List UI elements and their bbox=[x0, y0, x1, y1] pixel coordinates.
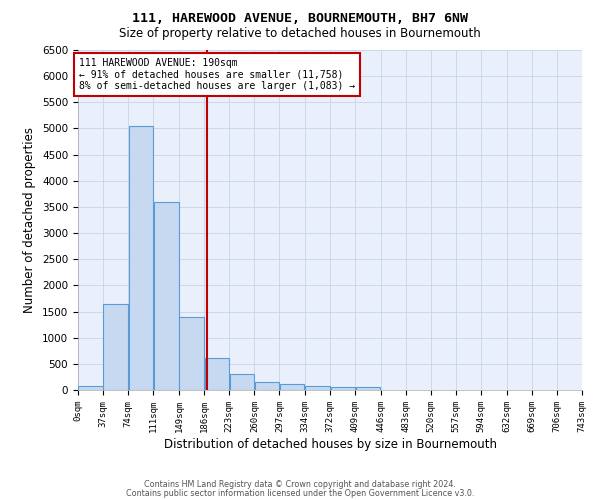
Bar bbox=[103, 304, 128, 390]
Bar bbox=[280, 384, 304, 390]
Bar bbox=[79, 386, 103, 390]
Bar bbox=[205, 358, 229, 390]
Bar bbox=[255, 382, 279, 390]
Bar bbox=[305, 386, 330, 390]
Text: Contains HM Land Registry data © Crown copyright and database right 2024.: Contains HM Land Registry data © Crown c… bbox=[144, 480, 456, 489]
Text: 111 HAREWOOD AVENUE: 190sqm
← 91% of detached houses are smaller (11,758)
8% of : 111 HAREWOOD AVENUE: 190sqm ← 91% of det… bbox=[79, 58, 355, 91]
Bar bbox=[179, 317, 204, 390]
Y-axis label: Number of detached properties: Number of detached properties bbox=[23, 127, 37, 313]
Bar bbox=[154, 202, 179, 390]
Text: 111, HAREWOOD AVENUE, BOURNEMOUTH, BH7 6NW: 111, HAREWOOD AVENUE, BOURNEMOUTH, BH7 6… bbox=[132, 12, 468, 26]
Bar bbox=[230, 374, 254, 390]
Bar bbox=[331, 388, 355, 390]
X-axis label: Distribution of detached houses by size in Bournemouth: Distribution of detached houses by size … bbox=[163, 438, 497, 450]
Bar bbox=[356, 387, 380, 390]
Bar bbox=[128, 126, 153, 390]
Text: Size of property relative to detached houses in Bournemouth: Size of property relative to detached ho… bbox=[119, 28, 481, 40]
Text: Contains public sector information licensed under the Open Government Licence v3: Contains public sector information licen… bbox=[126, 488, 474, 498]
